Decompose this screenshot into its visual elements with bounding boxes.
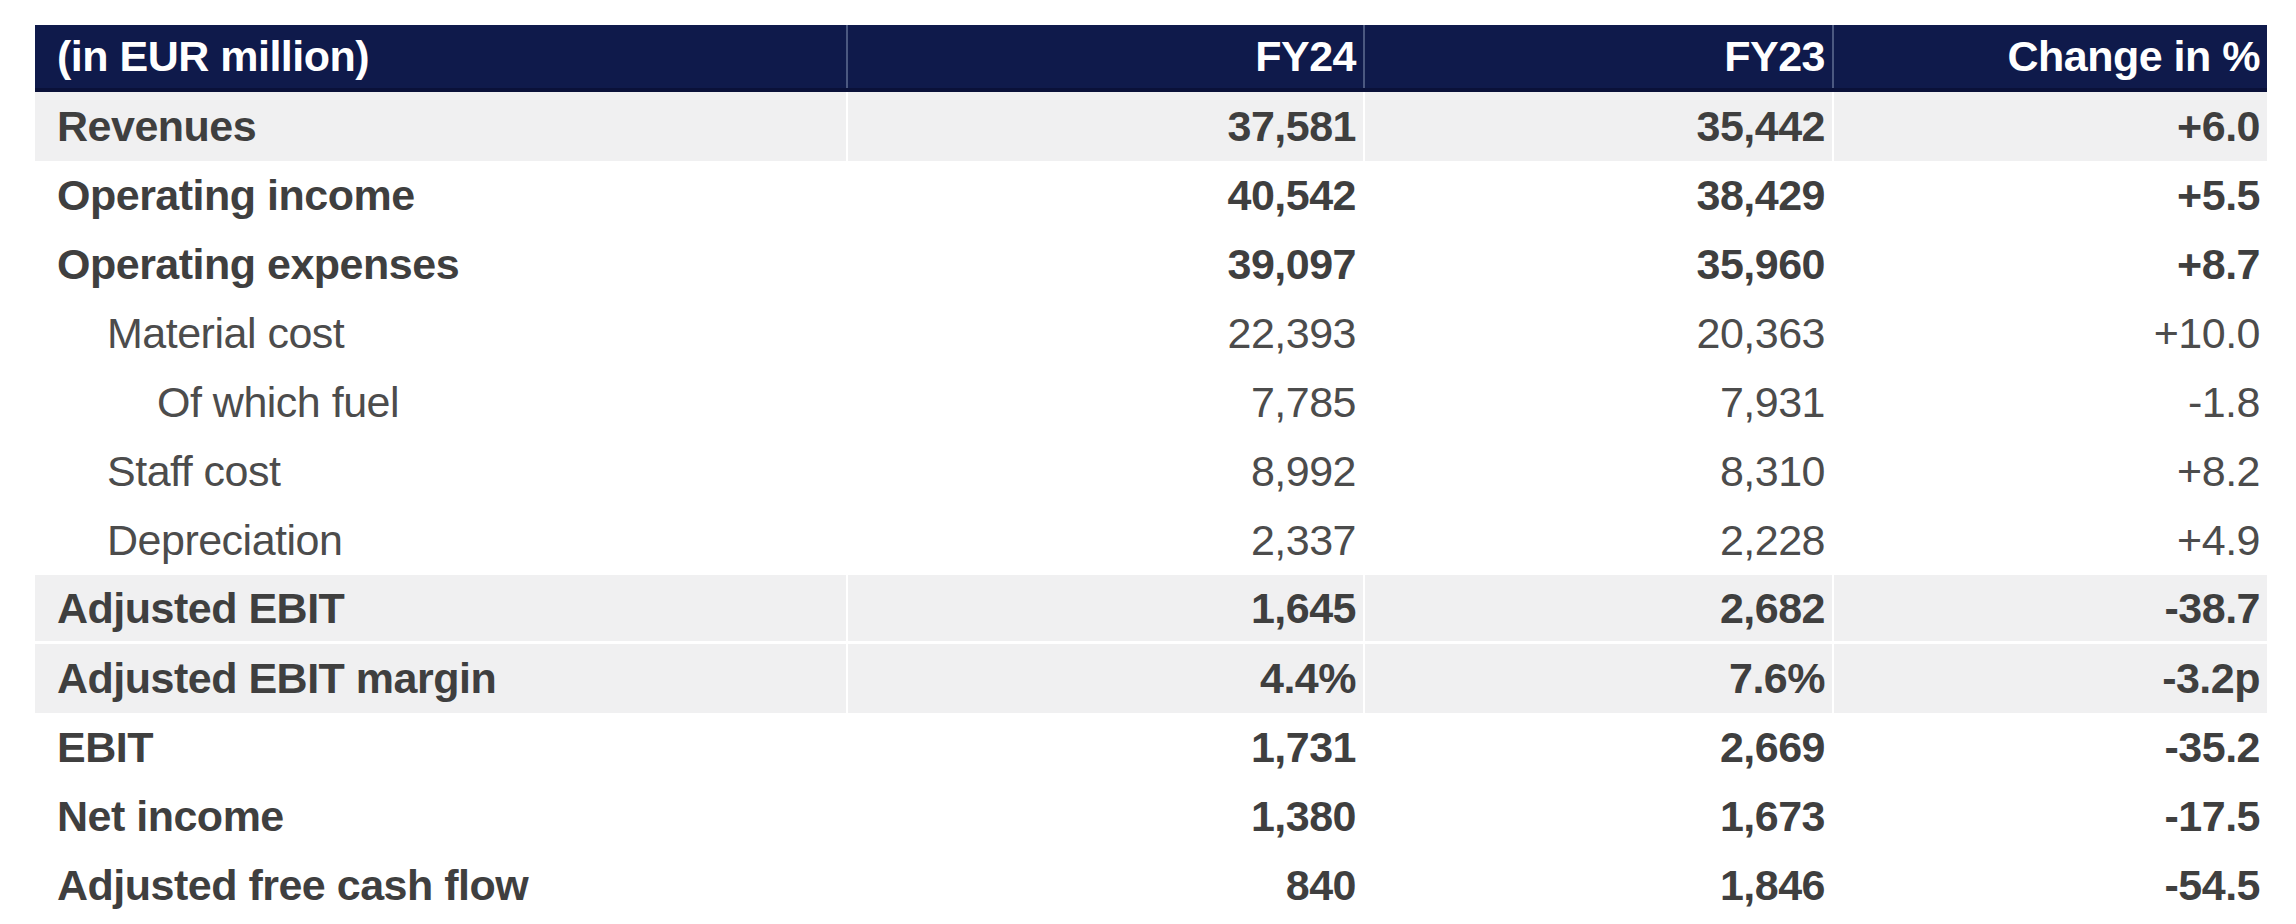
header-fy24: FY24 bbox=[846, 25, 1363, 88]
row-label: Operating expenses bbox=[35, 230, 846, 299]
fy24-value: 1,380 bbox=[846, 782, 1363, 851]
change-value: +8.2 bbox=[1832, 437, 2267, 506]
header-unit-label: (in EUR million) bbox=[35, 25, 846, 88]
fy24-value: 4.4% bbox=[846, 644, 1363, 713]
row-ebit: EBIT 1,731 2,669 -35.2 bbox=[35, 713, 2267, 782]
change-value: +4.9 bbox=[1832, 506, 2267, 575]
fy23-value: 1,673 bbox=[1363, 782, 1832, 851]
row-revenues: Revenues 37,581 35,442 +6.0 bbox=[35, 92, 2267, 161]
fy23-value: 20,363 bbox=[1363, 299, 1832, 368]
change-value: -35.2 bbox=[1832, 713, 2267, 782]
fy23-value: 2,669 bbox=[1363, 713, 1832, 782]
row-label: Net income bbox=[35, 782, 846, 851]
header-fy23: FY23 bbox=[1363, 25, 1832, 88]
fy23-value: 38,429 bbox=[1363, 161, 1832, 230]
fy24-value: 40,542 bbox=[846, 161, 1363, 230]
fy24-value: 1,645 bbox=[846, 575, 1363, 641]
fy23-value: 7.6% bbox=[1363, 644, 1832, 713]
fy23-value: 35,960 bbox=[1363, 230, 1832, 299]
change-value: +5.5 bbox=[1832, 161, 2267, 230]
fy24-value: 840 bbox=[846, 851, 1363, 920]
fy24-value: 7,785 bbox=[846, 368, 1363, 437]
change-value: -54.5 bbox=[1832, 851, 2267, 920]
row-adjusted-free-cash-flow: Adjusted free cash flow 840 1,846 -54.5 bbox=[35, 851, 2267, 920]
row-depreciation: Depreciation 2,337 2,228 +4.9 bbox=[35, 506, 2267, 575]
fy24-value: 39,097 bbox=[846, 230, 1363, 299]
row-adjusted-ebit: Adjusted EBIT 1,645 2,682 -38.7 bbox=[35, 575, 2267, 644]
row-of-which-fuel: Of which fuel 7,785 7,931 -1.8 bbox=[35, 368, 2267, 437]
row-label: Of which fuel bbox=[35, 368, 846, 437]
fy23-value: 35,442 bbox=[1363, 92, 1832, 161]
row-staff-cost: Staff cost 8,992 8,310 +8.2 bbox=[35, 437, 2267, 506]
fy23-value: 8,310 bbox=[1363, 437, 1832, 506]
change-value: +6.0 bbox=[1832, 92, 2267, 161]
fy23-value: 1,846 bbox=[1363, 851, 1832, 920]
fy23-value: 7,931 bbox=[1363, 368, 1832, 437]
row-label: Operating income bbox=[35, 161, 846, 230]
row-label: Staff cost bbox=[35, 437, 846, 506]
row-label: Depreciation bbox=[35, 506, 846, 575]
fy23-value: 2,682 bbox=[1363, 575, 1832, 641]
fy24-value: 37,581 bbox=[846, 92, 1363, 161]
row-operating-income: Operating income 40,542 38,429 +5.5 bbox=[35, 161, 2267, 230]
fy24-value: 8,992 bbox=[846, 437, 1363, 506]
row-label: Revenues bbox=[35, 92, 846, 161]
change-value: +8.7 bbox=[1832, 230, 2267, 299]
fy24-value: 1,731 bbox=[846, 713, 1363, 782]
financial-results-table: (in EUR million) FY24 FY23 Change in % R… bbox=[35, 25, 2267, 920]
row-label: Material cost bbox=[35, 299, 846, 368]
fy24-value: 22,393 bbox=[846, 299, 1363, 368]
fy24-value: 2,337 bbox=[846, 506, 1363, 575]
change-value: -17.5 bbox=[1832, 782, 2267, 851]
row-material-cost: Material cost 22,393 20,363 +10.0 bbox=[35, 299, 2267, 368]
change-value: -38.7 bbox=[1832, 575, 2267, 641]
change-value: +10.0 bbox=[1832, 299, 2267, 368]
header-change: Change in % bbox=[1832, 25, 2267, 88]
row-net-income: Net income 1,380 1,673 -17.5 bbox=[35, 782, 2267, 851]
row-operating-expenses: Operating expenses 39,097 35,960 +8.7 bbox=[35, 230, 2267, 299]
row-adjusted-ebit-margin: Adjusted EBIT margin 4.4% 7.6% -3.2p bbox=[35, 644, 2267, 713]
fy23-value: 2,228 bbox=[1363, 506, 1832, 575]
row-label: Adjusted free cash flow bbox=[35, 851, 846, 920]
row-label: Adjusted EBIT margin bbox=[35, 644, 846, 713]
row-label: EBIT bbox=[35, 713, 846, 782]
change-value: -1.8 bbox=[1832, 368, 2267, 437]
header-row: (in EUR million) FY24 FY23 Change in % bbox=[35, 25, 2267, 92]
row-label: Adjusted EBIT bbox=[35, 575, 846, 641]
change-value: -3.2p bbox=[1832, 644, 2267, 713]
